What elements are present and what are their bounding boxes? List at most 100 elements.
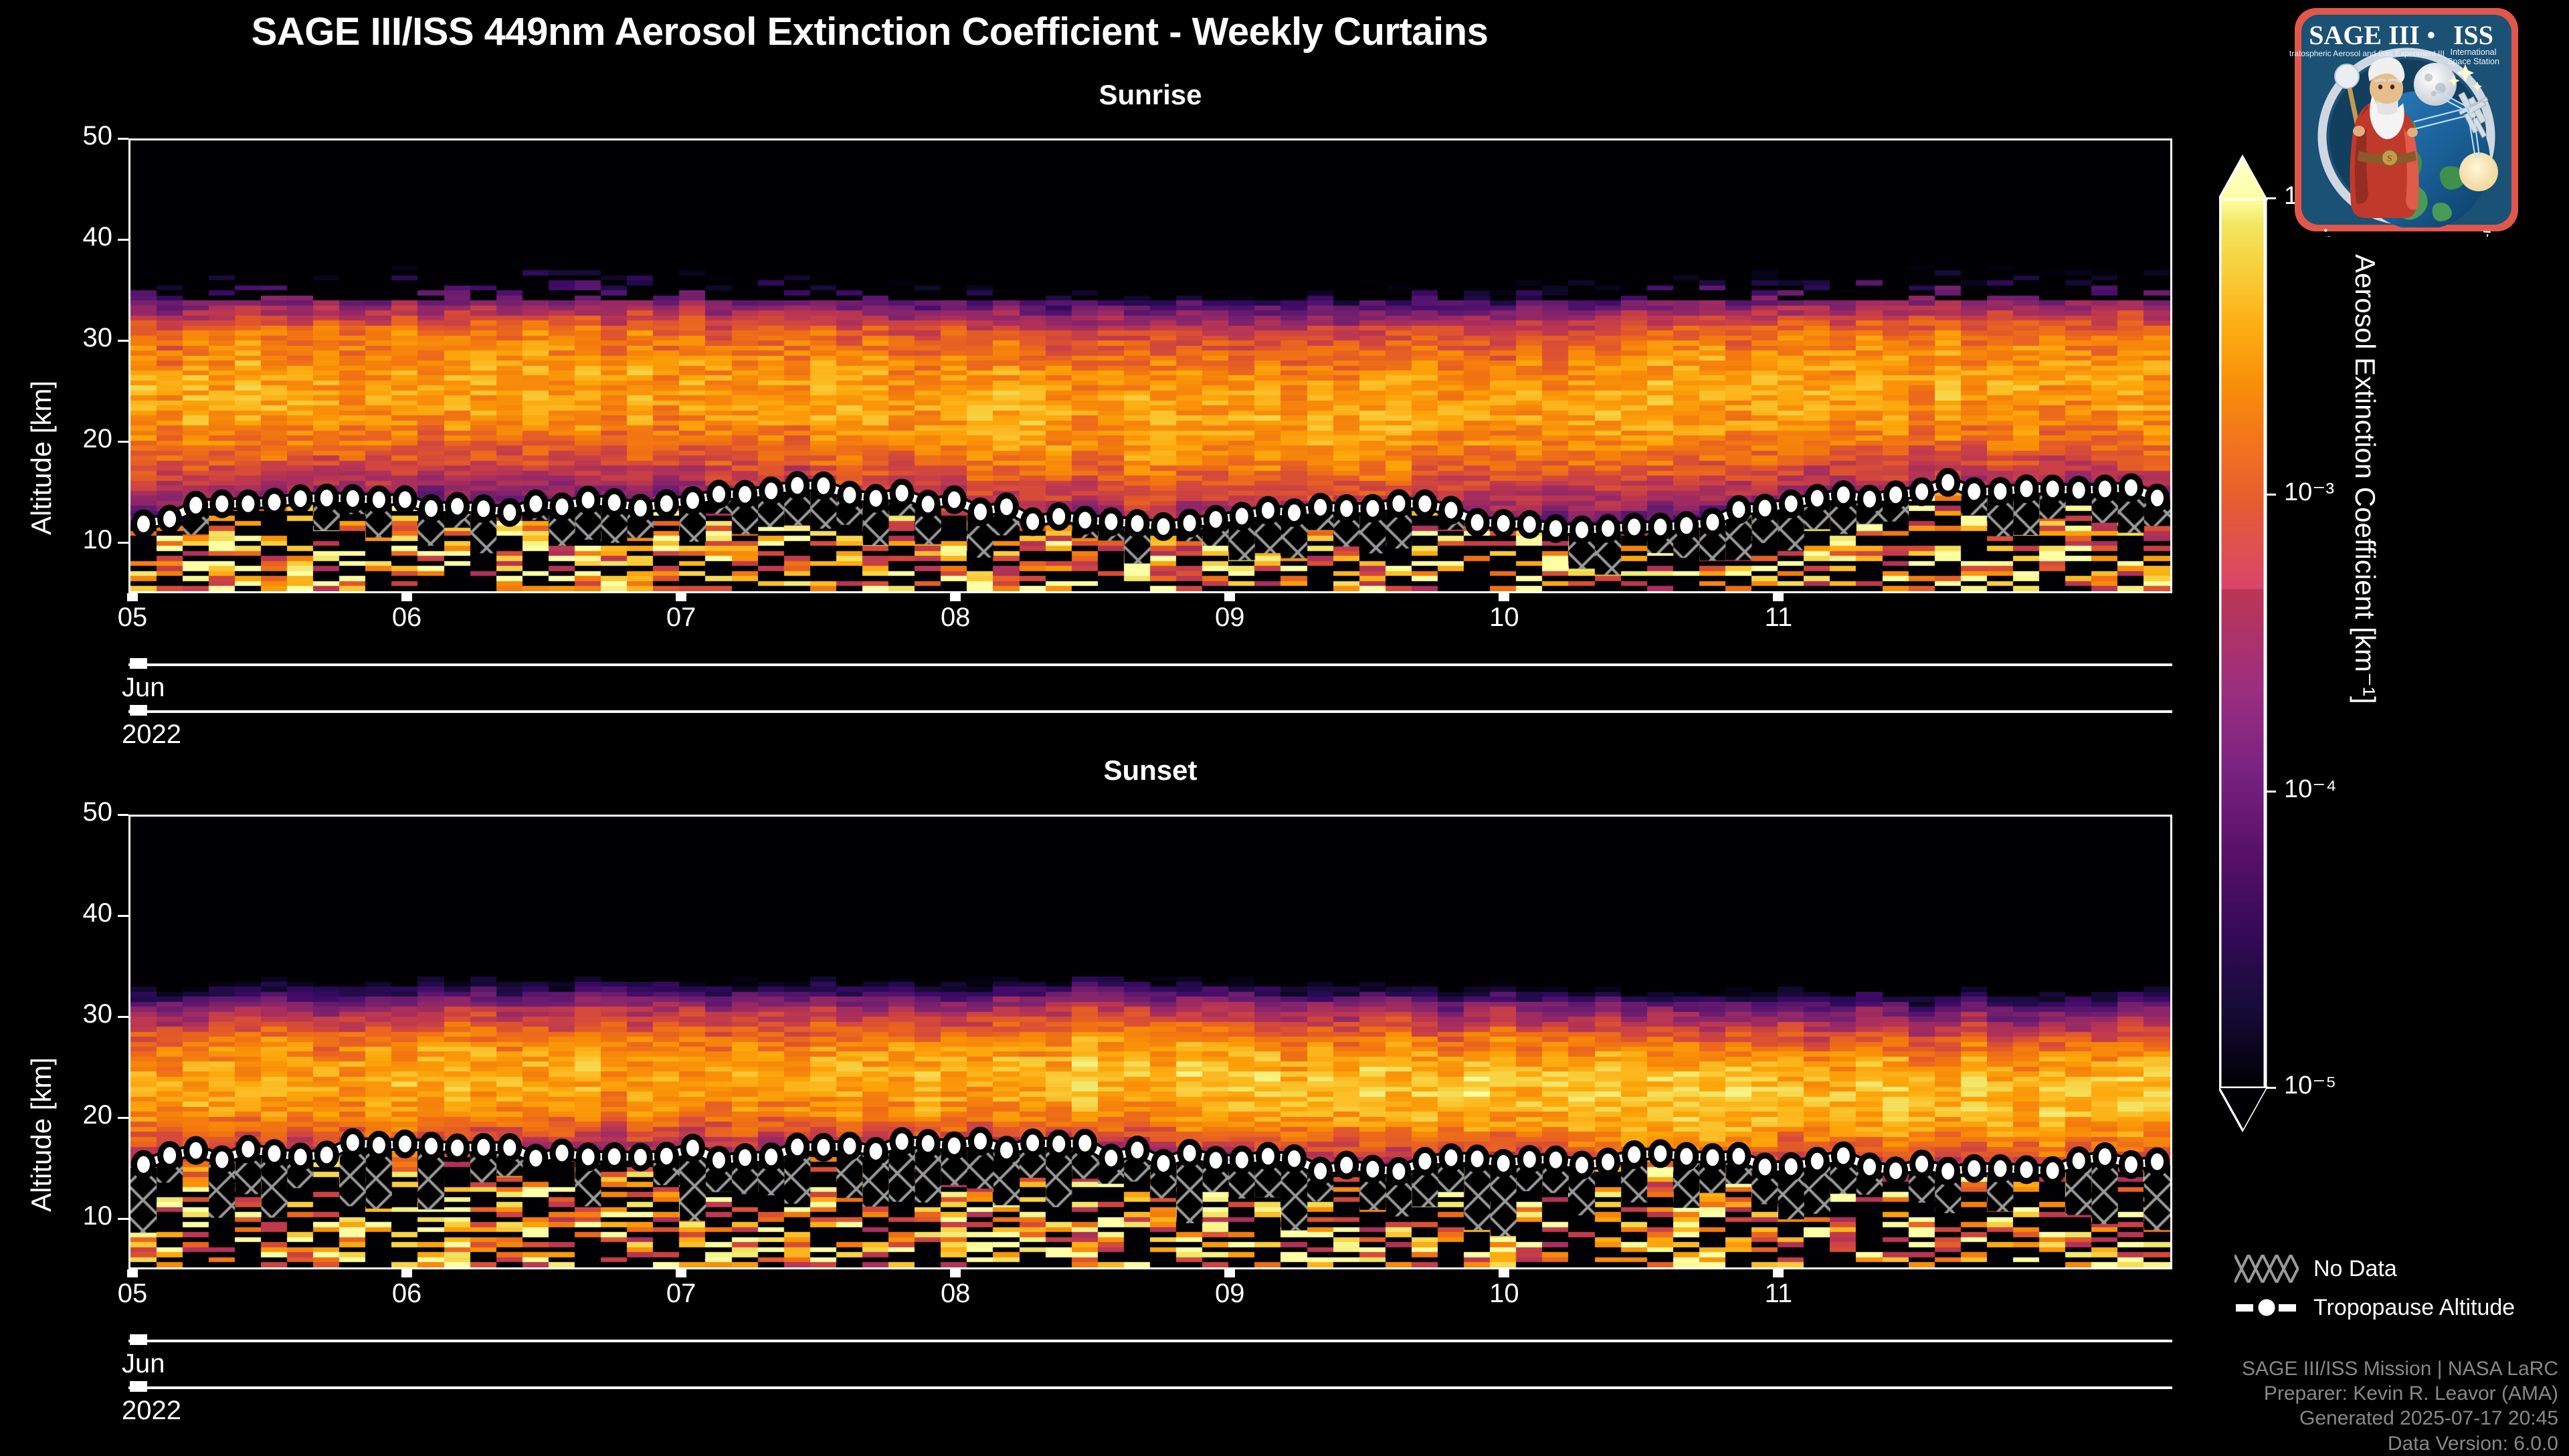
tropopause-marker (366, 485, 391, 514)
tropopause-marker (1935, 1156, 1961, 1186)
tropopause-marker (967, 1126, 993, 1156)
tropopause-marker (1857, 484, 1882, 514)
tropopause-marker (575, 486, 601, 515)
panel-title-sunrise: Sunrise (1099, 79, 1202, 110)
x-axis-year-band-label: 2022 (122, 1396, 181, 1425)
tropopause-marker (2066, 476, 2091, 505)
y-tick-label: 50 (82, 121, 113, 150)
tropopause-marker (941, 485, 967, 514)
tropopause-series-sunrise (131, 467, 2170, 544)
tropopause-marker (262, 1139, 287, 1168)
tropopause-marker (889, 478, 915, 508)
tropopause-marker (1255, 496, 1280, 525)
tropopause-marker (1674, 511, 1699, 540)
tropopause-marker (915, 1129, 941, 1158)
tropopause-marker (1988, 477, 2013, 506)
tropopause-marker (1596, 1147, 1621, 1176)
tropopause-marker (1883, 1156, 1909, 1186)
tropopause-marker (1360, 1154, 1386, 1184)
colorbar-top-extend-fill (2220, 158, 2266, 199)
x-tick-mark (401, 1269, 413, 1277)
x-axis-month-band-cap (130, 1334, 147, 1345)
tropopause-marker (2118, 1150, 2144, 1179)
tropopause-marker (2066, 1146, 2091, 1176)
legend: No Data Tropopause Altitude (2234, 1249, 2515, 1327)
footer: SAGE III/ISS Mission | NASA LaRC Prepare… (2242, 1356, 2558, 1456)
tropopause-marker (967, 497, 993, 526)
tropopause-marker (1203, 505, 1228, 534)
tropopause-marker (1752, 494, 1778, 523)
tropopause-marker (235, 1134, 261, 1164)
tropopause-marker (994, 492, 1019, 522)
tropopause-marker (2014, 1155, 2039, 1184)
tropopause-marker (915, 490, 941, 519)
colorbar-tick-mark (2265, 790, 2276, 793)
tropopause-marker (1125, 509, 1150, 538)
logo-stars (2448, 64, 2483, 92)
colorbar[interactable]: 10⁻²10⁻³10⁻⁴10⁻⁵ (2219, 154, 2337, 1133)
y-tick-label: 10 (82, 525, 113, 555)
tropopause-marker (1648, 1139, 1673, 1168)
y-tick-mark (118, 138, 128, 140)
footer-line-mission: SAGE III/ISS Mission | NASA LaRC (2242, 1358, 2558, 1380)
x-axis-month-band-rule (128, 663, 2172, 666)
plot-area-sunrise[interactable] (128, 138, 2172, 593)
tropopause-marker (1517, 1145, 1542, 1174)
tropopause-marker (575, 1142, 601, 1172)
tropopause-marker (1334, 1150, 1359, 1180)
tropopause-marker (2040, 474, 2065, 504)
x-tick-label-day: 10 (1489, 1279, 1519, 1308)
tropopause-marker (1386, 489, 1412, 518)
y-tick-label: 40 (82, 222, 113, 252)
y-tick-mark (118, 542, 128, 544)
tropopause-marker (445, 492, 470, 521)
tropopause-marker (288, 1142, 313, 1172)
logo-subtitle-right-1: International (2451, 47, 2497, 57)
y-tick-mark (118, 1218, 128, 1221)
tropopause-marker (811, 1132, 836, 1162)
tropopause-marker (863, 484, 888, 513)
tropopause-marker (1804, 484, 1830, 513)
tropopause-marker (131, 509, 156, 538)
tropopause-marker (314, 484, 339, 513)
tropopause-marker (759, 1142, 784, 1172)
tropopause-marker (1674, 1142, 1699, 1171)
tropopause-marker (1177, 1138, 1202, 1168)
hatch-swatch-icon (2234, 1255, 2299, 1283)
y-tick-mark (118, 814, 128, 816)
colorbar-tick-label: 10⁻³ (2284, 478, 2334, 507)
plot-area-sunset[interactable] (128, 815, 2172, 1269)
tropopause-marker (471, 1132, 496, 1162)
y-axis-label-sunrise: Altitude [km] (25, 380, 57, 535)
tropopause-marker (1543, 514, 1568, 543)
logo-subtitle-right-2: Space Station (2447, 57, 2499, 66)
no-data-hatching-sunset (130, 817, 2170, 1267)
x-tick-mark (1499, 1269, 1510, 1277)
tropopause-marker (628, 1142, 653, 1172)
y-tick-mark (118, 915, 128, 918)
tropopause-marker (628, 494, 653, 523)
logo-sun (2459, 152, 2498, 191)
tropopause-marker (419, 494, 444, 523)
logo-title-sage: SAGE III (2309, 20, 2420, 50)
x-tick-mark (1224, 1269, 1236, 1277)
tropopause-marker (2092, 1142, 2117, 1171)
tropopause-marker (680, 486, 705, 515)
tropopause-marker (2092, 474, 2117, 504)
x-tick-mark (1499, 593, 1510, 601)
x-tick-label-day: 06 (391, 1279, 422, 1308)
colorbar-gradient (2220, 198, 2265, 1087)
x-tick-label-day: 08 (940, 1279, 971, 1308)
tropopause-marker (549, 492, 575, 522)
tropopause-marker (1804, 1146, 1830, 1176)
tropopause-marker (523, 489, 549, 518)
tropopause-marker (1308, 1156, 1333, 1186)
legend-item-tropopause[interactable]: Tropopause Altitude (2234, 1288, 2515, 1327)
tropopause-marker (1962, 1154, 1987, 1183)
y-tick-label: 30 (82, 999, 113, 1029)
tropopause-marker (601, 488, 627, 517)
tropopause-marker (654, 489, 679, 518)
x-tick-label-day: 07 (666, 1279, 696, 1308)
tropopause-marker (1229, 1145, 1254, 1174)
legend-item-no-data[interactable]: No Data (2234, 1249, 2515, 1288)
